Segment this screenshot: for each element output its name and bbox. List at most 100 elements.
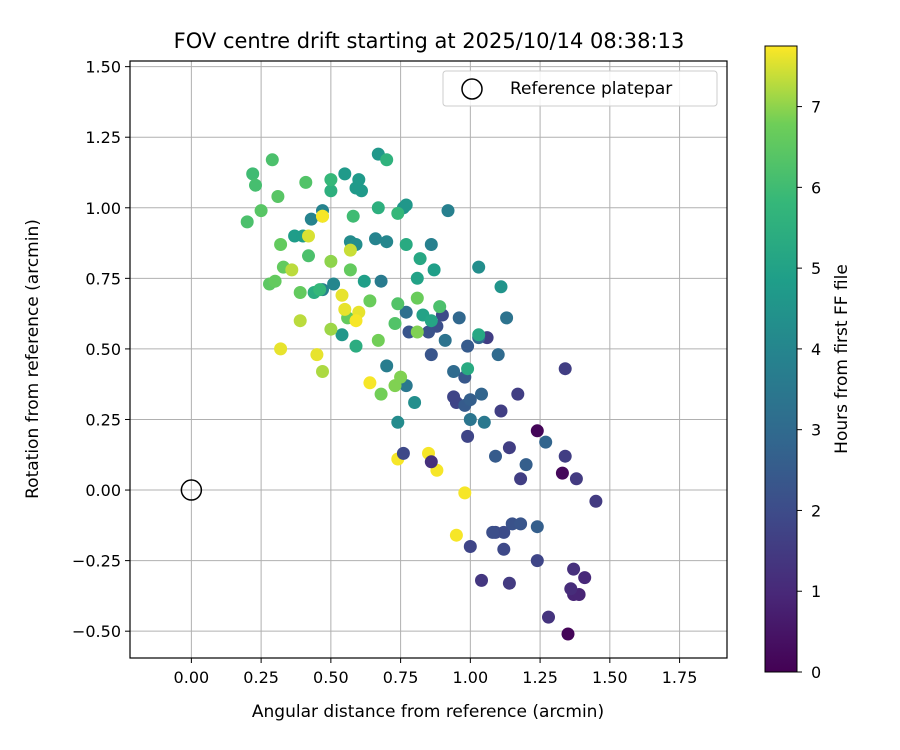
data-point [458,486,472,500]
data-point [441,204,455,218]
data-point [477,415,491,429]
colorbar-tick-label: 4 [811,340,821,359]
data-point [410,325,424,339]
data-point [371,333,385,347]
x-tick-label: 1.00 [453,668,489,687]
data-point [530,554,544,568]
colorbar-tick-label: 2 [811,501,821,520]
data-point [427,263,441,277]
data-point [327,277,341,291]
data-point [502,576,516,590]
data-point [424,238,438,251]
data-point [511,387,525,401]
data-point [567,562,581,576]
data-point [316,365,329,378]
data-point [410,291,424,305]
data-point [335,288,349,302]
data-point [357,274,371,288]
y-tick-label: 1.50 [85,58,121,77]
data-point [500,311,514,325]
data-point [475,573,488,587]
data-point [555,466,569,480]
data-point [343,263,357,277]
data-point [472,260,486,274]
data-point [424,348,438,362]
data-point [349,339,363,353]
data-point [463,540,477,553]
data-point [310,348,324,362]
data-point [371,201,385,215]
data-point [246,167,260,181]
data-point [494,404,508,418]
legend: Reference platepar [442,70,718,107]
data-point [394,370,408,384]
chart-title: FOV centre drift starting at 2025/10/14 … [174,29,685,53]
data-point [374,387,388,401]
data-point [374,274,388,288]
data-point [408,396,422,409]
data-point [335,328,349,342]
data-point [369,232,382,246]
y-tick-label: −0.25 [72,552,121,571]
y-tick-label: 0.75 [85,269,121,288]
data-point [530,520,544,534]
data-point [449,528,463,542]
data-point [542,610,555,624]
data-point [391,415,405,429]
data-point [558,449,572,463]
data-point [240,215,254,229]
data-point [514,472,528,486]
colorbar-tick-label: 3 [811,421,821,440]
x-tick-label: 0.00 [174,668,210,687]
data-point [519,458,533,472]
data-point [530,424,544,438]
data-point [324,173,338,187]
x-axis-label: Angular distance from reference (arcmin) [252,702,604,722]
data-point [343,243,357,257]
colorbar-tick-label: 1 [811,582,821,601]
x-axis-ticks: 0.00 0.25 0.50 0.75 1.00 1.25 1.50 1.75 [174,658,698,687]
data-point [589,494,603,508]
y-axis-label: Rotation from reference (arcmin) [23,219,43,499]
data-point [452,311,466,325]
y-tick-label: 0.00 [85,481,121,500]
data-point [274,342,288,356]
data-point [355,184,368,198]
data-points [240,147,603,641]
data-point [561,627,575,641]
data-point [399,305,413,319]
data-point [302,229,315,243]
data-point [399,238,413,251]
y-tick-label: −0.50 [72,622,121,641]
y-tick-label: 0.50 [85,340,121,359]
data-point [438,333,452,347]
plot-frame [129,60,728,659]
x-tick-label: 0.50 [313,668,349,687]
data-point [461,339,475,353]
colorbar-label: Hours from first FF file [832,264,852,454]
data-point [399,198,413,212]
data-point [304,212,318,226]
x-tick-label: 0.75 [383,668,419,687]
legend-box [442,70,718,107]
data-point [302,249,315,263]
x-tick-label: 1.75 [662,668,698,687]
data-point [489,449,502,463]
data-point [249,178,262,192]
data-point [299,175,313,189]
data-point [447,390,461,404]
legend-label: Reference platepar [510,79,672,99]
data-point [494,280,508,294]
data-point [410,271,424,285]
data-point [324,184,338,198]
data-point [564,582,578,596]
colorbar-tick-label: 6 [811,178,821,197]
data-point [346,209,360,223]
data-point [265,153,279,167]
data-point [433,300,447,314]
colorbar: 0 1 2 3 4 5 6 7 Hours from first FF file [764,45,852,682]
data-point [380,153,394,167]
legend-marker-circle-icon [461,78,483,100]
colorbar-tick-label: 5 [811,259,821,278]
